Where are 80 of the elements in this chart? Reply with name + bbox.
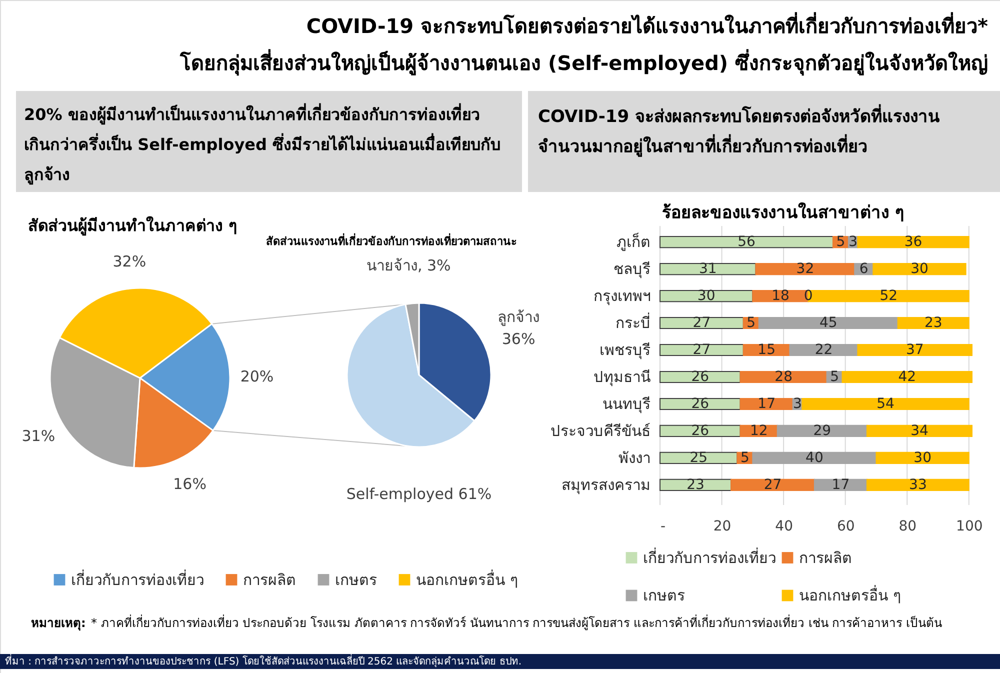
data-label: 26 [691, 422, 710, 439]
y-tick-label: พังงา [618, 448, 650, 467]
legend-label: เกษตร [643, 586, 685, 604]
data-label: 31 [698, 261, 717, 278]
data-label: 27 [764, 476, 782, 493]
legend-label: เกษตร [335, 570, 377, 589]
text: COVID-19 จะกระทบโดยตรงต่อรายได้แรงงานในภาคที่เกี่ยวกับการท่องเที่ยว* โดยกลุ่มเสี่ยงส่วนใหญ่เป็นผู้จ้างงานตนเอง (Self-employed) ซึ่งกระจุกตัวอยู่ในจังหวัดใหญ่ [179, 11, 989, 77]
y-tick-label: เพชรบุรี [600, 341, 650, 360]
text: หมายเหตุ: [31, 616, 86, 631]
data-label: 5 [740, 450, 750, 466]
data-label: 37 [906, 342, 924, 358]
legend-label: เกี่ยวกับการท่องเที่ยว [71, 568, 204, 589]
data-label: 45 [819, 315, 838, 332]
data-label: 18 [772, 288, 790, 304]
x-tick-label: 20 [713, 518, 732, 534]
legend-label: การผลิต [243, 570, 296, 589]
data-label: 23 [686, 476, 704, 493]
y-tick-label: สมุทรสงคราม [562, 476, 650, 495]
legend-label: เกี่ยวกับการท่องเที่ยว [643, 546, 776, 567]
data-label: 17 [832, 476, 850, 493]
data-label: 23 [924, 315, 942, 332]
data-label: 29 [813, 422, 832, 439]
y-tick-label: กรุงเทพฯ [594, 287, 650, 306]
data-label: 26 [691, 396, 710, 412]
data-label: 20% [240, 368, 274, 386]
data-label: 27 [692, 342, 711, 358]
data-label: 56 [738, 234, 756, 250]
data-label: 30 [697, 288, 716, 304]
data-label: 40 [806, 450, 824, 466]
data-label: 15 [758, 342, 776, 358]
y-tick-label: กระบี่ [616, 312, 650, 332]
data-label: 5 [830, 368, 839, 385]
data-label: 28 [774, 368, 792, 385]
data-label: 52 [880, 288, 898, 304]
y-tick-label: ประจวบคีรีขันธ์ [550, 422, 650, 440]
legend-label: นอกเกษตรอื่น ๆ [416, 568, 518, 589]
chart-subtitle: 20% ของผู้มีงานทำเป็นแรงงานในภาคที่เกี่ยวข้องกับการท่องเที่ยว เกินกว่าครึ่งเป็น Self-employed ซึ่งมีรายได้ไม่แน่นอนเมื่อเทียบกับ ลูกจ้าง [24, 103, 501, 186]
data-label: 0 [804, 288, 813, 304]
data-label: 25 [690, 450, 708, 466]
chart-subtitle: COVID-19 จะส่งผลกระทบโดยตรงต่อจังหวัดที่แรงงาน จำนวนมากอยู่ในสาขาที่เกี่ยวกับการท่องเที่ยว [538, 104, 940, 158]
data-label: นายจ้าง, 3% [366, 256, 451, 274]
legend-label: นอกเกษตรอื่น ๆ [799, 584, 901, 604]
x-tick-label: 80 [898, 518, 917, 534]
data-label: 42 [898, 368, 916, 385]
data-label: 5 [836, 234, 846, 250]
data-label: 12 [750, 422, 768, 439]
data-label: 3 [848, 234, 858, 250]
legend-label: การผลิต [799, 548, 852, 567]
y-tick-label: ปทุมธานี [594, 368, 650, 387]
data-label: 5 [746, 315, 756, 332]
data-label: 31% [22, 427, 56, 446]
data-label: 16% [173, 474, 206, 493]
data-label: 54 [876, 396, 894, 412]
data-label: 26 [691, 368, 710, 385]
data-label: 22 [814, 342, 833, 358]
x-tick-label: 100 [956, 518, 983, 534]
x-tick-label: 60 [836, 518, 855, 534]
data-label: ลูกจ้าง 36% [498, 308, 540, 348]
data-label: 27 [692, 315, 711, 332]
chart-title: สัดส่วนแรงงานที่เกี่ยวข้องกับการท่องเที่ยวตามสถานะ [266, 233, 517, 248]
y-tick-label: ภูเก็ต [616, 232, 650, 252]
data-label: 32% [112, 252, 146, 270]
chart-title: ร้อยละของแรงงานในสาขาต่าง ๆ [662, 202, 904, 223]
data-label: Self-employed 61% [346, 485, 492, 503]
x-tick-label: 40 [775, 518, 793, 534]
data-label: 33 [909, 476, 927, 493]
text: * ภาคที่เกี่ยวกับการท่องเที่ยว ประกอบด้วย โรงแรม ภัตตาคาร การจัดทัวร์ นันทนาการ การขนส่งผู้โดยสาร และการค้าที่เกี่ยวกับการท่องเที่ยว เช่น การค้าอาหาร เป็นต้น [91, 614, 942, 631]
data-label: 32 [796, 261, 814, 278]
data-label: 3 [793, 396, 802, 412]
text: ที่มา : การสำรวจภาวะการทำงานของประชากร (LFS) โดยใช้สัดส่วนแรงงานเฉลี่ยปี 2562 และจัดกลุ่มคำนวณโดย ธปท. [5, 654, 522, 668]
data-label: 30 [910, 261, 928, 278]
data-label: 6 [859, 261, 868, 278]
y-tick-label: ชลบุรี [614, 260, 650, 280]
data-label: 30 [914, 450, 932, 466]
data-label: 17 [758, 396, 776, 412]
data-label: 34 [910, 422, 928, 439]
x-tick-label: - [660, 518, 666, 534]
data-label: 36 [904, 234, 922, 250]
chart-title: สัดส่วนผู้มีงานทำในภาคต่าง ๆ [28, 216, 238, 237]
y-tick-label: นนทบุรี [602, 394, 650, 414]
